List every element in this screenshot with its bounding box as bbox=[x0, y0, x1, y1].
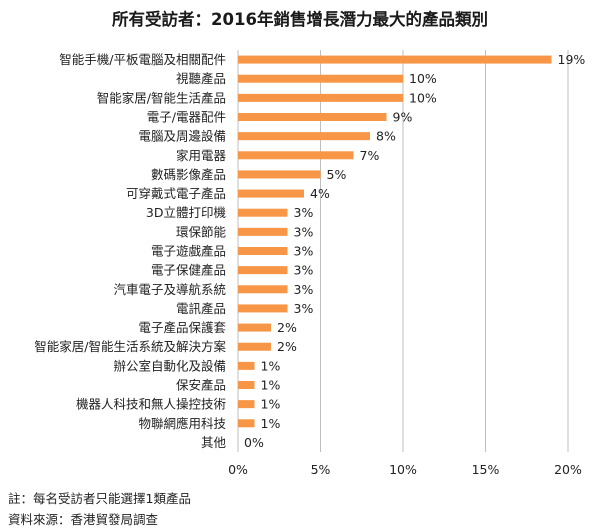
category-label: 智能家居/智能生活系統及解決方案 bbox=[34, 339, 226, 354]
bar bbox=[238, 304, 288, 313]
bar bbox=[238, 227, 288, 236]
bar bbox=[238, 285, 288, 294]
bar bbox=[238, 170, 321, 179]
category-label: 汽車電子及導航系統 bbox=[113, 282, 226, 297]
bar bbox=[238, 208, 288, 217]
data-label: 3% bbox=[294, 244, 314, 259]
bar bbox=[238, 323, 271, 332]
x-tick-labels: 0% 5% 10% 15% 20% bbox=[228, 462, 582, 477]
category-labels: 智能手機/平板電腦及相關配件視聽產品智能家居/智能生活產品電子/電器配件電腦及周… bbox=[34, 52, 226, 450]
category-label: 3D立體打印機 bbox=[146, 205, 227, 220]
category-label: 電訊產品 bbox=[176, 301, 226, 316]
data-label: 7% bbox=[360, 148, 380, 163]
bar bbox=[238, 342, 271, 351]
category-label: 電子/電器配件 bbox=[147, 110, 226, 125]
source-note: 資料來源：香港貿發局調查 bbox=[8, 512, 159, 527]
x-tick-label: 5% bbox=[311, 462, 331, 477]
data-label: 10% bbox=[409, 71, 437, 86]
data-label: 3% bbox=[294, 301, 314, 316]
data-label: 4% bbox=[310, 186, 330, 201]
data-label: 9% bbox=[393, 110, 413, 125]
data-label: 1% bbox=[261, 378, 281, 393]
category-label: 環保節能 bbox=[176, 224, 227, 239]
bar bbox=[238, 381, 255, 389]
chart-title: 所有受訪者：2016年銷售增長潛力最大的產品類別 bbox=[112, 9, 488, 29]
data-label: 3% bbox=[294, 224, 314, 239]
chart: 所有受訪者：2016年銷售增長潛力最大的產品類別 智能手機/平板電腦及相關配件視… bbox=[34, 9, 585, 477]
data-label: 2% bbox=[277, 339, 297, 354]
category-label: 可穿戴式電子產品 bbox=[126, 186, 226, 201]
data-label: 3% bbox=[294, 205, 314, 220]
bar bbox=[238, 74, 403, 83]
bar bbox=[238, 419, 255, 428]
data-label: 5% bbox=[327, 167, 347, 182]
footnote: 註：每名受訪者只能選擇1類產品 bbox=[8, 491, 191, 506]
category-label: 電子遊戲產品 bbox=[151, 244, 226, 259]
category-label: 機器人科技和無人操控技術 bbox=[76, 397, 226, 412]
category-label: 電子產品保護套 bbox=[138, 320, 226, 335]
category-label: 視聽產品 bbox=[176, 71, 226, 86]
category-label: 智能手機/平板電腦及相關配件 bbox=[59, 52, 226, 67]
bar bbox=[238, 266, 288, 275]
category-label: 電子保健產品 bbox=[151, 263, 226, 278]
bar bbox=[238, 361, 255, 370]
data-label: 1% bbox=[261, 397, 281, 412]
data-label: 1% bbox=[261, 358, 281, 373]
category-label: 數碼影像產品 bbox=[151, 167, 226, 182]
value-labels: 19% 10% 10% 9% 8% 7% 5% 4% 3% 3% 3% 3% 3% 3% 2% 2% 1% 1% 1… bbox=[244, 52, 585, 450]
data-label: 1% bbox=[261, 416, 281, 431]
bar bbox=[238, 189, 304, 198]
category-label: 電腦及周邊設備 bbox=[138, 129, 226, 144]
data-label: 3% bbox=[294, 263, 314, 278]
category-label: 家用電器 bbox=[176, 148, 227, 163]
data-label: 3% bbox=[294, 282, 314, 297]
category-label: 其他 bbox=[201, 435, 227, 450]
data-label: 19% bbox=[558, 52, 586, 67]
category-label: 智能家居/智能生活產品 bbox=[97, 90, 226, 105]
bar bbox=[238, 132, 370, 141]
category-label: 物聯網應用科技 bbox=[138, 416, 226, 431]
data-label: 0% bbox=[244, 435, 264, 450]
data-label: 8% bbox=[376, 129, 396, 144]
bar bbox=[238, 151, 354, 160]
bar bbox=[238, 400, 255, 409]
category-label: 辦公室自動化及設備 bbox=[113, 358, 226, 373]
category-label: 保安產品 bbox=[176, 378, 226, 393]
x-tick-label: 0% bbox=[228, 462, 248, 477]
bar bbox=[238, 247, 288, 255]
bar bbox=[238, 113, 387, 121]
data-label: 2% bbox=[277, 320, 297, 335]
bars bbox=[238, 55, 552, 428]
x-tick-label: 10% bbox=[389, 462, 417, 477]
bar bbox=[238, 93, 403, 102]
data-label: 10% bbox=[409, 90, 437, 105]
x-tick-label: 20% bbox=[554, 462, 582, 477]
x-tick-label: 15% bbox=[472, 462, 500, 477]
bar bbox=[238, 55, 552, 64]
